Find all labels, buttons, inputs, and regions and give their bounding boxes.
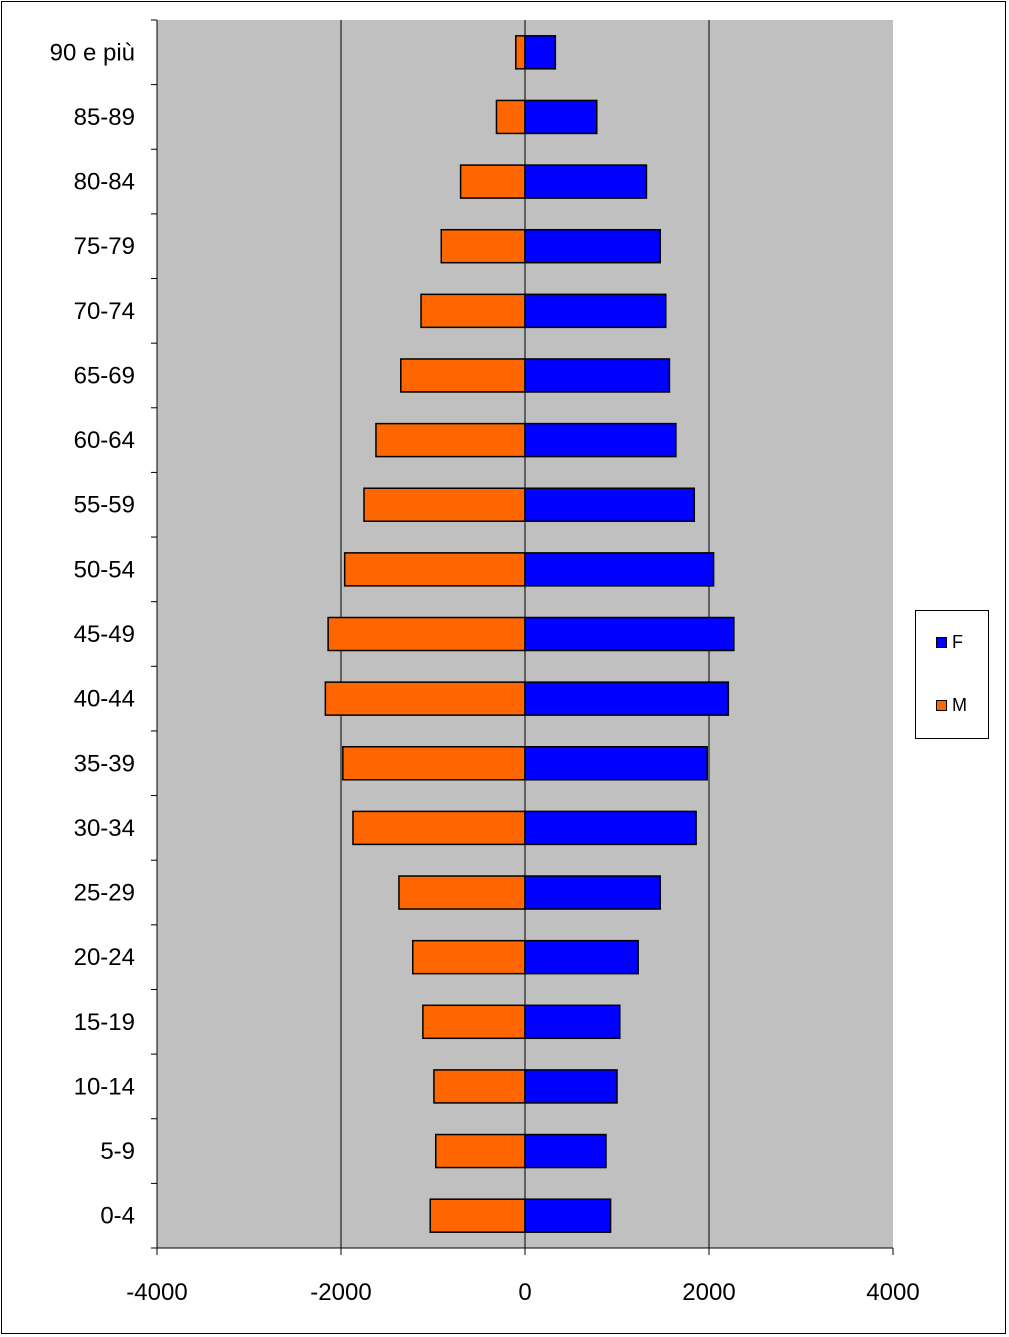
y-tick-label: 80-84 xyxy=(74,169,135,196)
y-tick-labels: 0-4 5-9 10-14 15-19 20-24 25-29 30-34 35-39 40-4… xyxy=(50,39,135,1229)
bar-m xyxy=(495,99,526,135)
bar-m xyxy=(343,552,526,587)
x-tick-label: 2000 xyxy=(682,1279,735,1306)
y-tick-label: 10-14 xyxy=(74,1073,135,1100)
y-tick-label: 60-64 xyxy=(74,427,135,454)
bar-f xyxy=(524,939,639,975)
legend-swatch-m xyxy=(936,700,947,711)
y-tick-label: 5-9 xyxy=(100,1138,135,1165)
bar-f xyxy=(524,746,708,781)
bars xyxy=(324,35,735,1233)
bar-f xyxy=(524,358,671,393)
bar-m xyxy=(398,875,526,910)
x-tick-label: 0 xyxy=(518,1279,531,1306)
y-tick-label: 65-69 xyxy=(74,362,135,389)
y-tick-label: 90 e più xyxy=(50,39,135,66)
legend-label-f: F xyxy=(952,632,963,652)
bar-f xyxy=(524,616,735,652)
y-tick-label: 35-39 xyxy=(74,750,135,777)
legend: F M xyxy=(915,610,989,739)
x-tick-label: -2000 xyxy=(310,1279,371,1306)
bar-f xyxy=(524,228,661,264)
bar-f xyxy=(524,422,677,458)
bar-f xyxy=(524,1198,612,1233)
bar-f xyxy=(524,487,696,522)
y-tick-label: 40-44 xyxy=(74,686,135,713)
bar-f xyxy=(524,1069,618,1104)
y-tick-label: 20-24 xyxy=(74,944,135,971)
axes xyxy=(151,19,894,1255)
bar-m xyxy=(363,487,526,522)
y-tick-label: 70-74 xyxy=(74,298,135,325)
legend-item-f: F xyxy=(936,632,963,653)
bar-f xyxy=(524,35,557,70)
bar-m xyxy=(375,422,526,458)
bar-f xyxy=(524,99,598,135)
bar-m xyxy=(433,1069,526,1104)
x-tick-labels: -4000 -2000 0 2000 4000 xyxy=(126,1279,919,1306)
y-tick-label: 50-54 xyxy=(74,556,135,583)
y-tick-label: 85-89 xyxy=(74,104,135,131)
x-tick-label: 4000 xyxy=(866,1279,919,1306)
y-tick-label: 75-79 xyxy=(74,233,135,260)
bar-f xyxy=(524,810,697,846)
bar-f xyxy=(524,1133,607,1169)
bar-f xyxy=(524,164,648,199)
bar-f xyxy=(524,1004,621,1040)
y-tick-label: 25-29 xyxy=(74,880,135,907)
bar-m xyxy=(342,746,526,781)
y-tick-label: 0-4 xyxy=(100,1203,135,1230)
bar-f xyxy=(524,875,661,910)
bar-m xyxy=(352,810,526,846)
bar-m xyxy=(435,1133,526,1169)
bar-m xyxy=(459,164,526,199)
y-tick-label: 45-49 xyxy=(74,621,135,648)
bar-f xyxy=(524,552,715,587)
bar-f xyxy=(524,293,667,329)
bar-m xyxy=(515,35,526,70)
y-tick-label: 30-34 xyxy=(74,815,135,842)
bar-f xyxy=(524,681,730,716)
bar-m xyxy=(412,939,526,975)
bar-m xyxy=(400,358,526,393)
x-tick-label: -4000 xyxy=(126,1279,187,1306)
bar-m xyxy=(327,616,526,652)
y-tick-label: 55-59 xyxy=(74,492,135,519)
bar-m xyxy=(440,228,526,264)
y-tick-label: 15-19 xyxy=(74,1009,135,1036)
bar-m xyxy=(324,681,526,716)
legend-item-m: M xyxy=(936,695,967,716)
legend-swatch-f xyxy=(936,637,947,648)
bar-m xyxy=(422,1004,526,1040)
bar-m xyxy=(420,293,526,329)
legend-label-m: M xyxy=(952,695,967,715)
bar-m xyxy=(429,1198,526,1233)
